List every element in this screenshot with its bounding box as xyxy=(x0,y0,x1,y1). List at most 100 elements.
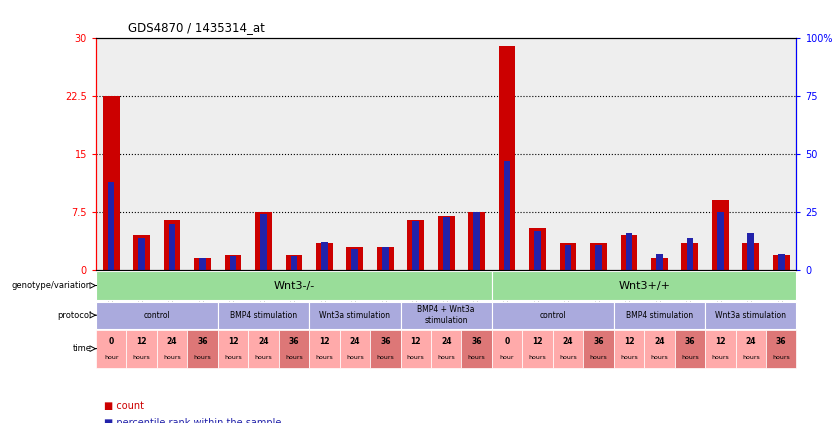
Bar xyxy=(614,330,644,368)
Bar xyxy=(742,243,759,270)
Text: hours: hours xyxy=(254,354,273,360)
Bar xyxy=(778,254,785,270)
Bar xyxy=(565,244,571,270)
Bar xyxy=(255,212,272,270)
Bar xyxy=(290,256,297,270)
Bar xyxy=(382,247,389,270)
Text: time: time xyxy=(73,344,92,353)
Bar xyxy=(412,221,419,270)
Text: 12: 12 xyxy=(715,337,726,346)
Bar xyxy=(530,228,546,270)
Text: 24: 24 xyxy=(167,337,178,346)
Bar xyxy=(127,330,157,368)
Bar xyxy=(590,243,607,270)
Text: BMP4 + Wnt3a
stimulation: BMP4 + Wnt3a stimulation xyxy=(418,305,475,325)
Bar xyxy=(157,330,188,368)
Text: 24: 24 xyxy=(349,337,360,346)
Text: 36: 36 xyxy=(289,337,299,346)
Text: hour: hour xyxy=(104,354,118,360)
Bar xyxy=(138,238,145,270)
Bar xyxy=(309,330,339,368)
Text: hour: hour xyxy=(500,354,515,360)
Bar xyxy=(560,243,576,270)
Bar xyxy=(377,247,394,270)
Bar xyxy=(321,242,328,270)
Bar xyxy=(468,212,485,270)
Text: Wnt3-/-: Wnt3-/- xyxy=(274,280,314,291)
Text: hours: hours xyxy=(315,354,334,360)
Bar xyxy=(736,330,766,368)
Bar xyxy=(133,235,150,270)
Bar xyxy=(400,330,431,368)
Bar xyxy=(535,231,541,270)
Text: 12: 12 xyxy=(319,337,329,346)
Text: hours: hours xyxy=(437,354,455,360)
Bar xyxy=(461,330,492,368)
Bar xyxy=(766,330,796,368)
Text: hours: hours xyxy=(620,354,638,360)
Bar xyxy=(474,212,480,270)
Text: 24: 24 xyxy=(563,337,573,346)
Text: Wnt3a stimulation: Wnt3a stimulation xyxy=(716,310,786,320)
Text: hours: hours xyxy=(224,354,242,360)
Text: BMP4 stimulation: BMP4 stimulation xyxy=(230,310,297,320)
Bar xyxy=(316,243,333,270)
Text: 24: 24 xyxy=(654,337,665,346)
Bar xyxy=(407,220,425,270)
Text: protocol: protocol xyxy=(58,310,92,320)
Bar xyxy=(188,330,218,368)
Bar xyxy=(370,330,400,368)
Bar xyxy=(675,330,705,368)
Text: hours: hours xyxy=(590,354,607,360)
Bar xyxy=(712,201,729,270)
Bar xyxy=(717,212,724,270)
Bar xyxy=(443,217,450,270)
Bar xyxy=(249,330,279,368)
Text: 36: 36 xyxy=(471,337,482,346)
Bar xyxy=(285,255,302,270)
Text: ■ count: ■ count xyxy=(104,401,144,411)
Text: 24: 24 xyxy=(259,337,269,346)
Bar xyxy=(346,247,363,270)
Bar xyxy=(103,96,119,270)
Bar xyxy=(438,216,455,270)
Bar xyxy=(339,330,370,368)
Text: BMP4 stimulation: BMP4 stimulation xyxy=(626,310,693,320)
Text: 12: 12 xyxy=(136,337,147,346)
Text: hours: hours xyxy=(681,354,699,360)
Bar xyxy=(492,302,614,329)
Bar xyxy=(499,46,515,270)
Text: 0: 0 xyxy=(505,337,510,346)
Text: hours: hours xyxy=(346,354,364,360)
Bar xyxy=(96,271,492,300)
Text: hours: hours xyxy=(407,354,425,360)
Bar xyxy=(747,233,754,270)
Bar xyxy=(681,243,698,270)
Bar xyxy=(96,302,218,329)
Bar xyxy=(656,254,663,270)
Bar xyxy=(260,214,267,270)
Bar xyxy=(492,271,796,300)
Text: Wnt3a stimulation: Wnt3a stimulation xyxy=(319,310,390,320)
Bar xyxy=(400,302,492,329)
Text: 12: 12 xyxy=(410,337,421,346)
Text: hours: hours xyxy=(163,354,181,360)
Bar xyxy=(522,330,553,368)
Text: 12: 12 xyxy=(532,337,543,346)
Bar xyxy=(705,330,736,368)
Bar xyxy=(553,330,583,368)
Bar xyxy=(686,238,693,270)
Bar xyxy=(96,330,127,368)
Bar xyxy=(644,330,675,368)
Text: control: control xyxy=(540,310,566,320)
Bar xyxy=(199,258,206,270)
Text: 36: 36 xyxy=(198,337,208,346)
Bar xyxy=(229,256,236,270)
Bar xyxy=(431,330,461,368)
Text: hours: hours xyxy=(133,354,150,360)
Text: hours: hours xyxy=(468,354,485,360)
Bar xyxy=(224,255,241,270)
Text: 24: 24 xyxy=(746,337,756,346)
Bar xyxy=(279,330,309,368)
Text: ■ percentile rank within the sample: ■ percentile rank within the sample xyxy=(104,418,282,423)
